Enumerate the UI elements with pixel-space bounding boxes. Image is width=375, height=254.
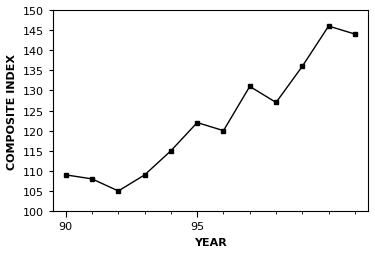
X-axis label: YEAR: YEAR: [194, 237, 227, 247]
Y-axis label: COMPOSITE INDEX: COMPOSITE INDEX: [7, 53, 17, 169]
